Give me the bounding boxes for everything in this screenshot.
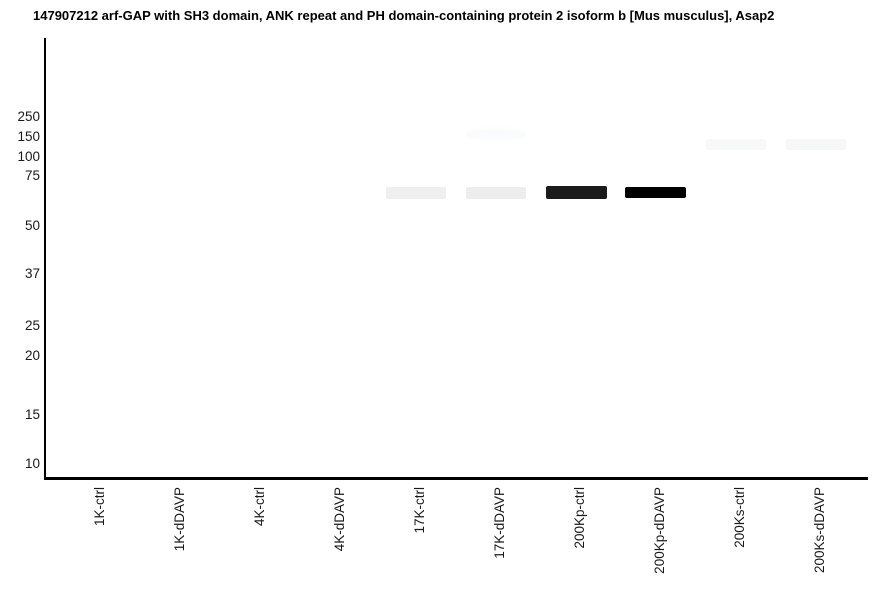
lane-label-text: 1K-ctrl <box>92 487 107 527</box>
band-17K-ctrl-65kda <box>386 187 446 199</box>
y-axis-line <box>44 38 46 480</box>
y-tick-label-15: 15 <box>24 407 40 422</box>
lane-label-text: 200Kp-ctrl <box>572 487 587 549</box>
y-tick-label-10: 10 <box>24 456 40 471</box>
y-tick-label-75: 75 <box>24 168 40 183</box>
band-200Kp-dDAVP-65kda <box>625 187 686 198</box>
lane-label-text: 200Kp-dDAVP <box>652 487 667 574</box>
y-tick-label-25: 25 <box>24 318 40 333</box>
band-200Ks-dDAVP-135kda <box>786 139 846 150</box>
lane-label-text: 200Ks-dDAVP <box>812 487 827 574</box>
y-tick-label-37: 37 <box>24 266 40 281</box>
band-200Ks-ctrl-135kda <box>706 139 766 150</box>
lane-label-text: 17K-ctrl <box>412 487 427 534</box>
lane-label-text: 1K-dDAVP <box>172 487 187 552</box>
y-tick-label-100: 100 <box>17 149 40 164</box>
lane-label-text: 17K-dDAVP <box>492 487 507 559</box>
y-tick-label-50: 50 <box>24 218 40 233</box>
band-17K-dDAVP-155kda <box>466 128 526 140</box>
chart-title: 147907212 arf-GAP with SH3 domain, ANK r… <box>33 8 775 23</box>
y-tick-label-250: 250 <box>17 109 40 124</box>
lane-label-text: 4K-dDAVP <box>332 487 347 552</box>
lane-label-text: 200Ks-ctrl <box>732 487 747 548</box>
x-axis-line <box>44 477 868 480</box>
y-tick-label-20: 20 <box>24 348 40 363</box>
lane-label-text: 4K-ctrl <box>252 487 267 527</box>
band-17K-dDAVP-65kda <box>466 187 526 199</box>
y-tick-label-150: 150 <box>17 129 40 144</box>
band-200Kp-ctrl-65kda <box>546 186 607 199</box>
